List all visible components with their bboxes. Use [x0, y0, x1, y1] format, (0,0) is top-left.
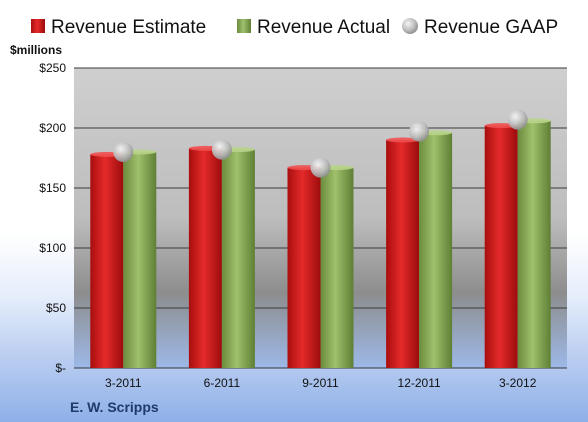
bar-revenue-actual	[123, 152, 157, 368]
x-tick-label: 3-2012	[499, 376, 537, 390]
legend-label-gaap: Revenue GAAP	[424, 17, 558, 38]
company-name: E. W. Scripps	[70, 399, 159, 415]
marker-revenue-gaap	[409, 121, 430, 142]
x-tick-label: 3-2011	[105, 376, 142, 390]
legend-label-estimate: Revenue Estimate	[51, 17, 206, 38]
bar-revenue-estimate	[188, 148, 222, 368]
bar-revenue-actual	[419, 132, 453, 368]
y-tick-label: $-	[55, 361, 66, 375]
marker-revenue-gaap	[211, 139, 232, 160]
bar-revenue-estimate	[287, 167, 321, 368]
bar-revenue-estimate	[90, 154, 124, 368]
y-tick-label: $150	[39, 181, 66, 195]
x-tick-label: 6-2011	[204, 376, 241, 390]
y-tick-label: $200	[39, 121, 66, 135]
marker-revenue-gaap	[507, 109, 528, 130]
bar-revenue-estimate	[386, 140, 420, 368]
legend-label-actual: Revenue Actual	[257, 17, 390, 38]
x-tick-label: 9-2011	[302, 376, 339, 390]
y-tick-label: $100	[39, 241, 66, 255]
y-tick-label: $50	[46, 301, 66, 315]
x-tick-label: 12-2011	[398, 376, 441, 390]
y-tick-labels: $- $50 $100 $150 $200 $250	[39, 61, 66, 375]
bar-top-cap	[386, 137, 420, 143]
marker-revenue-gaap	[113, 142, 134, 162]
legend-marker-gaap	[402, 18, 418, 34]
y-tick-label: $250	[39, 61, 66, 75]
legend-swatch-actual	[237, 19, 251, 33]
x-tick-labels: 3-2011 6-2011 9-2011 12-2011 3-2012	[105, 376, 537, 390]
legend-swatch-estimate	[31, 19, 45, 33]
bar-revenue-actual	[221, 149, 255, 368]
bar-revenue-actual	[320, 167, 354, 368]
gaap-markers	[113, 109, 528, 178]
bar-revenue-estimate	[484, 125, 518, 368]
bar-revenue-actual	[517, 120, 551, 368]
y-axis-unit-label: $millions	[10, 43, 62, 57]
marker-revenue-gaap	[310, 157, 331, 178]
legend: Revenue Estimate Revenue Actual Revenue …	[31, 17, 558, 38]
